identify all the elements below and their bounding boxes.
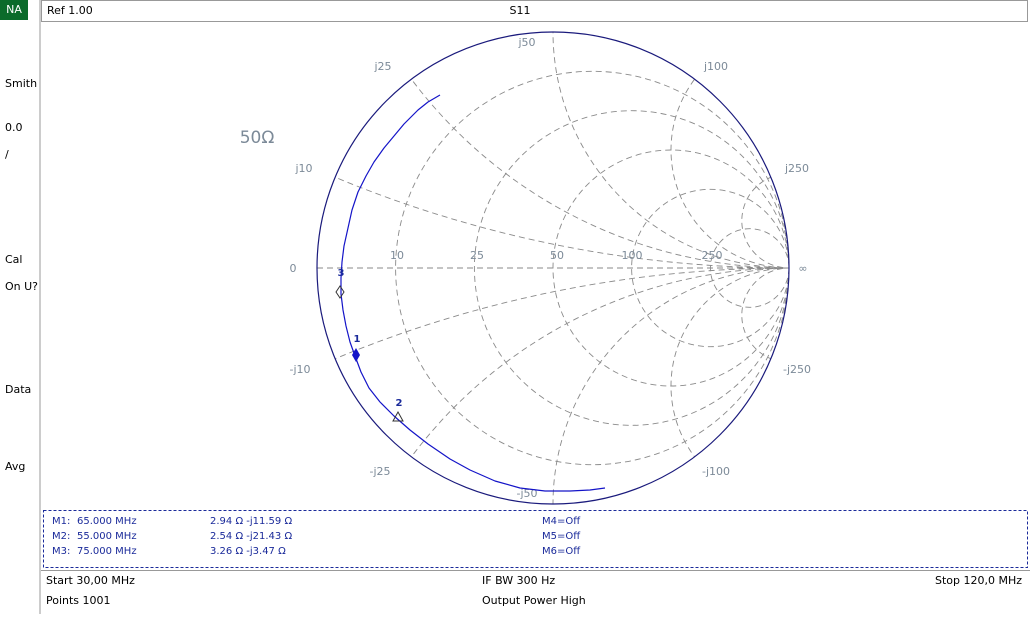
marker-cell: 55.000 MHz [77, 531, 137, 542]
grid-label: j10 [294, 162, 312, 175]
footer-text: Points 1001 [46, 594, 111, 607]
grid-label: -j10 [289, 363, 310, 376]
softkey[interactable]: Avg [5, 460, 25, 473]
unit-circle [316, 31, 790, 505]
header-box [41, 0, 1028, 22]
footer-text: Stop 120,0 MHz [935, 574, 1022, 587]
marker-label: 1 [354, 334, 361, 345]
grid-label: 0 [290, 262, 297, 275]
marker-cell: M2: [52, 531, 70, 542]
softkey[interactable]: 0.0 [5, 121, 23, 134]
marker-cell: M1: [52, 516, 70, 527]
marker-label: 3 [338, 268, 345, 279]
softkey[interactable]: Data [5, 383, 31, 396]
resistance-circle [473, 110, 789, 426]
grid-label: j250 [784, 162, 809, 175]
marker-1[interactable] [352, 348, 360, 362]
grid-label: ∞ [798, 262, 807, 275]
footer-text: Output Power High [482, 594, 586, 607]
marker-cell: 75.000 MHz [77, 546, 137, 557]
markers: 1 2 3 [335, 268, 404, 422]
softkey[interactable]: Cal [5, 253, 22, 266]
reactance-arc [670, 267, 789, 504]
marker-cell: 65.000 MHz [77, 516, 137, 527]
grid-label: -j250 [783, 363, 811, 376]
marker-3[interactable] [335, 285, 345, 299]
grid-label: 10 [390, 249, 404, 262]
impedance-label: 50Ω [240, 128, 275, 148]
footer-text: IF BW 300 Hz [482, 574, 555, 587]
reference: Ref 1.00 [47, 4, 93, 17]
marker-table: M1: 65.000 MHz 2.94 Ω -j11.59 Ω M4=Off M2: 55… [52, 516, 581, 557]
marker-cell: M6=Off [542, 546, 581, 557]
marker-cell: M4=Off [542, 516, 581, 527]
grid-label: -j100 [702, 465, 730, 478]
mode-badge[interactable] [0, 0, 28, 20]
marker-cell: M3: [52, 546, 70, 557]
marker-cell: 2.54 Ω -j21.43 Ω [210, 531, 292, 542]
trace [340, 94, 606, 492]
grid-label: 100 [622, 249, 643, 262]
softkey[interactable]: On U? [5, 280, 38, 293]
marker-cell: M5=Off [542, 531, 581, 542]
grid-label: j100 [703, 60, 728, 73]
marker-label: 2 [396, 398, 403, 409]
trace-title: S11 [510, 4, 531, 17]
softkey[interactable]: / [5, 148, 9, 161]
marker-table-box [43, 510, 1028, 568]
grid-label: 50 [550, 249, 564, 262]
footer-text: Start 30,00 MHz [46, 574, 135, 587]
softkey[interactable]: Smith [5, 77, 37, 90]
marker-cell: 3.26 Ω -j3.47 Ω [210, 546, 286, 557]
grid-label: -j25 [369, 465, 390, 478]
grid-label: j50 [517, 36, 535, 49]
marker-cell: 2.94 Ω -j11.59 Ω [210, 516, 292, 527]
marker-2[interactable] [392, 410, 404, 422]
grid-label: j25 [373, 60, 391, 73]
mode-label[interactable]: NA [6, 3, 22, 16]
grid-label: 250 [702, 249, 723, 262]
grid-label: 25 [470, 249, 484, 262]
reactance-arc [670, 32, 789, 269]
grid-labels: j50 j25 j100 j10 j250 0 10 25 50 100 250 ∞ -j10 -j250… [289, 36, 811, 500]
grid-label: -j50 [516, 487, 537, 500]
